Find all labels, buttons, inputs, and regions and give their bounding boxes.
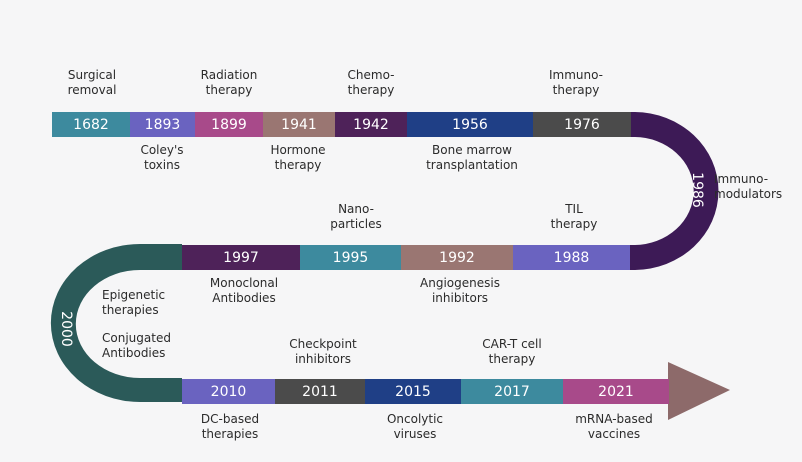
label-chemotherapy: Chemo- therapy [347,68,395,97]
curve-left [50,244,182,402]
year-segment-1995: 1995 [300,245,401,270]
label-til-therapy: TIL therapy [550,202,598,231]
year-segment-1988: 1988 [513,245,630,270]
year-segment-2011: 2011 [275,379,365,404]
label-immunotherapy: Immuno- therapy [548,68,604,97]
label-car-t-cell-therapy: CAR-T cell therapy [482,337,542,366]
label-immunomodulators: Immuno- modulators [714,172,783,201]
year-segment-1893: 1893 [130,112,195,137]
year-segment-1942: 1942 [335,112,407,137]
year-segment-1986: 1986 [688,172,705,208]
label-nanoparticles: Nano- particles [330,202,382,231]
year-segment-2000: 2000 [57,311,74,347]
curve-right [630,112,719,270]
label-bone-marrow-transplantation: Bone marrow transplantation [426,143,518,172]
label-hormone-therapy: Hormone therapy [270,143,326,172]
label-conjugated-antibodies: Conjugated Antibodies [102,331,171,360]
label-epigenetic-therapies: Epigenetic therapies [102,288,166,317]
label-surgical-removal: Surgical removal [67,68,117,97]
year-segment-1976: 1976 [533,112,631,137]
year-segment-1941: 1941 [263,112,335,137]
label-checkpoint-inhibitors: Checkpoint inhibitors [289,337,357,366]
arrow-head-icon [668,362,730,420]
label-radiation-therapy: Radiation therapy [200,68,258,97]
year-segment-1997: 1997 [182,245,300,270]
year-segment-1992: 1992 [401,245,513,270]
label-dc-based-therapies: DC-based therapies [200,412,260,441]
label-coleys-toxins: Coley's toxins [140,143,184,172]
year-segment-1956: 1956 [407,112,533,137]
year-segment-2021: 2021 [563,379,669,404]
label-monoclonal-antibodies: Monoclonal Antibodies [209,276,279,305]
label-oncolytic-viruses: Oncolytic viruses [386,412,444,441]
year-segment-1899: 1899 [195,112,263,137]
year-segment-2010: 2010 [182,379,275,404]
year-segment-1682: 1682 [52,112,130,137]
label-mrna-based-vaccines: mRNA-based vaccines [575,412,653,441]
year-segment-2015: 2015 [365,379,461,404]
label-angiogenesis-inhibitors: Angiogenesis inhibitors [420,276,500,305]
year-segment-2017: 2017 [461,379,563,404]
